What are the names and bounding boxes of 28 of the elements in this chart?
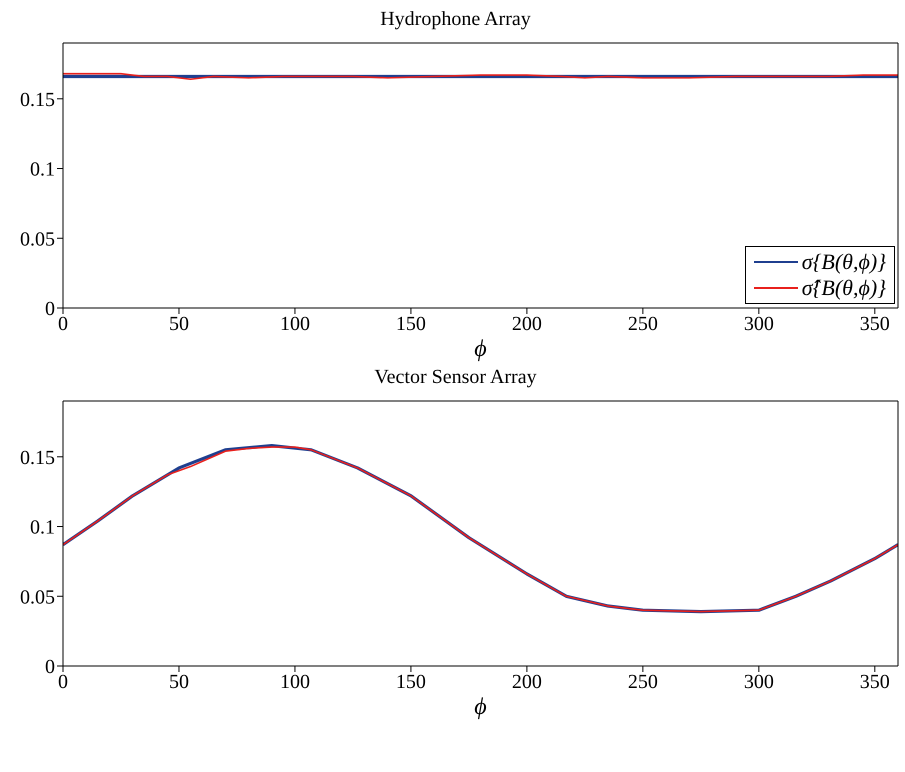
x-tick-label: 50 <box>168 671 189 694</box>
x-tick-label: 150 <box>396 671 426 694</box>
x-tick-label: 200 <box>512 671 542 694</box>
x-tick-label: 100 <box>280 671 310 694</box>
y-tick-label: 0.15 <box>20 446 55 469</box>
x-tick-label: 300 <box>744 313 774 336</box>
chart-title: Vector Sensor Array <box>373 366 538 390</box>
legend-label: σ̂{B(θ,ϕ)} <box>802 275 886 301</box>
y-tick-label: 0.15 <box>20 88 55 111</box>
x-tick-label: 250 <box>628 671 658 694</box>
y-tick-label: 0.05 <box>20 586 55 608</box>
x-tick-label: 50 <box>168 313 189 336</box>
x-tick-label: 300 <box>744 671 774 694</box>
x-tick-label: 200 <box>512 313 542 336</box>
x-tick-label: 100 <box>280 313 310 336</box>
y-tick-label: 0 <box>45 298 55 320</box>
x-tick-label: 350 <box>860 313 890 336</box>
legend-label: σ{B(θ,ϕ)} <box>802 249 886 275</box>
y-tick-label: 0.05 <box>20 228 55 250</box>
x-tick-label: 250 <box>628 313 658 336</box>
y-tick-label: 0.1 <box>30 158 55 181</box>
y-tick-label: 0.1 <box>30 516 55 539</box>
y-tick-label: 0 <box>45 656 55 678</box>
chart-title: Hydrophone Array <box>379 8 532 32</box>
x-axis-title: ϕ <box>474 336 487 362</box>
x-tick-label: 150 <box>396 313 426 336</box>
x-axis-title: ϕ <box>474 694 487 720</box>
x-tick-label: 350 <box>860 671 890 694</box>
